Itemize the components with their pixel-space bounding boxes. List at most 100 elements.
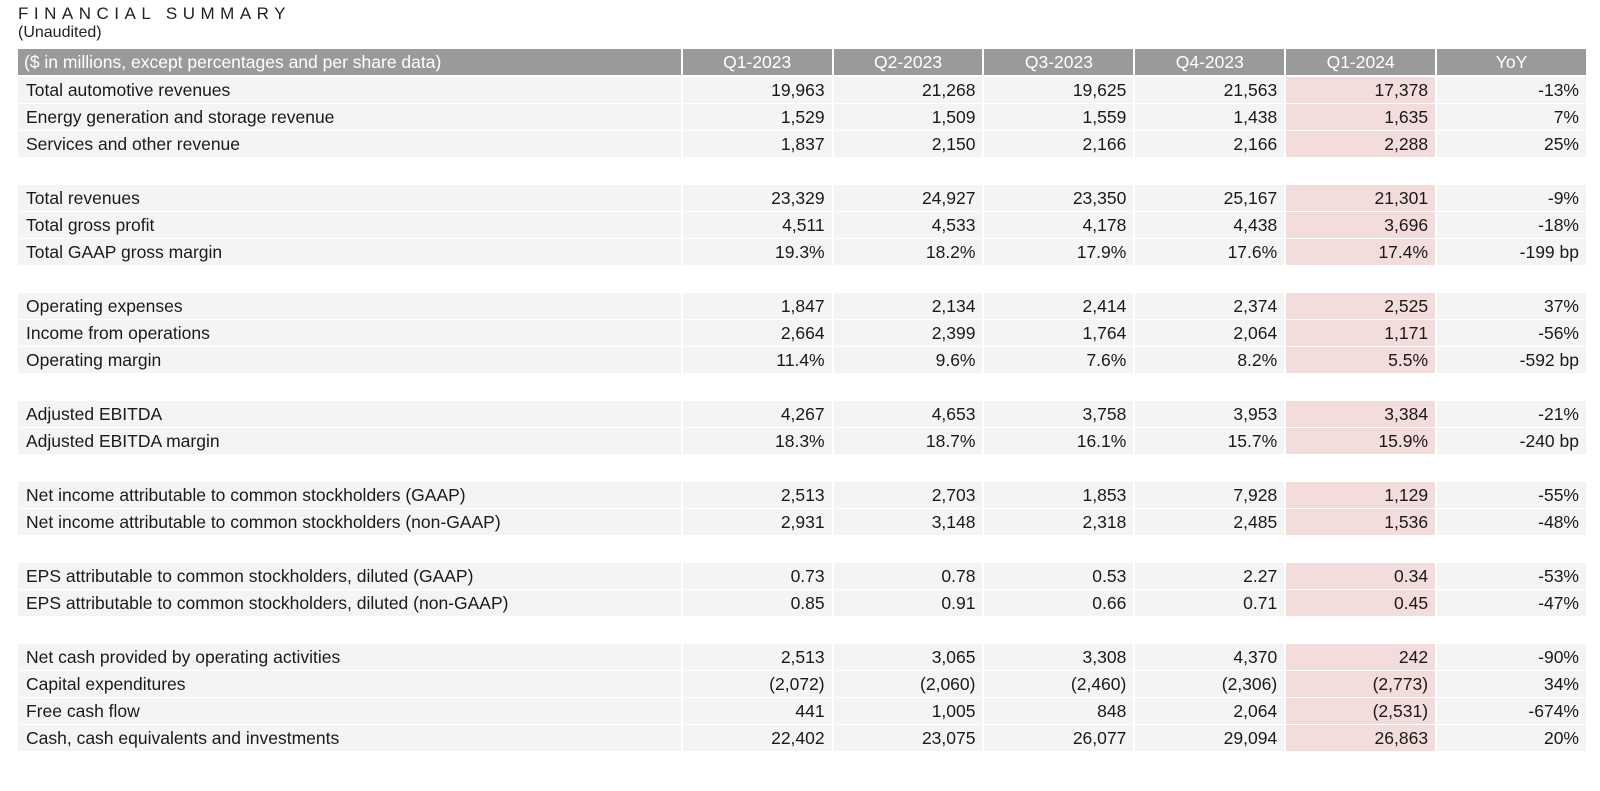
value-cell: 34% <box>1437 671 1586 698</box>
highlighted-value-cell: 0.45 <box>1286 590 1436 617</box>
value-cell: 2,318 <box>984 509 1134 536</box>
table-row: Total revenues 23,329 24,927 23,350 25,167 21… <box>18 185 1586 212</box>
value-cell: 2,374 <box>1135 293 1285 320</box>
table-row: Energy generation and storage revenue 1,5… <box>18 104 1586 131</box>
value-cell: -56% <box>1437 320 1586 347</box>
table-row: EPS attributable to common stockholders,… <box>18 563 1586 590</box>
row-label: EPS attributable to common stockholders,… <box>18 590 681 617</box>
table-row: Total gross profit 4,511 4,533 4,178 4,438 3,… <box>18 212 1586 239</box>
value-cell: 16.1% <box>984 428 1134 455</box>
table-row: Income from operations 2,664 2,399 1,764 2,0… <box>18 320 1586 347</box>
value-cell: -21% <box>1437 401 1586 428</box>
table-row: Total automotive revenues 19,963 21,268 19,… <box>18 77 1586 104</box>
page-subtitle: (Unaudited) <box>18 24 102 41</box>
value-cell: 4,178 <box>984 212 1134 239</box>
value-cell: 0.66 <box>984 590 1134 617</box>
table-row: Services and other revenue 1,837 2,150 2,16… <box>18 131 1586 158</box>
column-header: Q3-2023 <box>984 49 1134 77</box>
highlighted-value-cell: 17,378 <box>1286 77 1436 104</box>
table-row: Operating expenses 1,847 2,134 2,414 2,374 2,… <box>18 293 1586 320</box>
value-cell: 0.53 <box>984 563 1134 590</box>
highlighted-value-cell: 242 <box>1286 644 1436 671</box>
table-row: Adjusted EBITDA margin 18.3% 18.7% 16.1% 15.… <box>18 428 1586 455</box>
table-row: Operating margin 11.4% 9.6% 7.6% 8.2% 5.5% -59… <box>18 347 1586 374</box>
value-cell: 2,703 <box>833 482 983 509</box>
value-cell: 2.27 <box>1135 563 1285 590</box>
value-cell: 22,402 <box>682 725 832 752</box>
value-cell: 1,764 <box>984 320 1134 347</box>
value-cell: 19,625 <box>984 77 1134 104</box>
spacer-cell <box>18 158 1586 185</box>
spacer-cell <box>18 536 1586 563</box>
value-cell: 26,077 <box>984 725 1134 752</box>
table-row: Net income attributable to common stockh… <box>18 509 1586 536</box>
group-spacer <box>18 266 1586 293</box>
highlighted-value-cell: (2,531) <box>1286 698 1436 725</box>
value-cell: 2,166 <box>984 131 1134 158</box>
value-cell: 37% <box>1437 293 1586 320</box>
column-header: Q1-2024 <box>1286 49 1436 77</box>
value-cell: 3,308 <box>984 644 1134 671</box>
value-cell: 2,414 <box>984 293 1134 320</box>
table-row: Cash, cash equivalents and investments 22… <box>18 725 1586 752</box>
value-cell: 2,134 <box>833 293 983 320</box>
value-cell: -55% <box>1437 482 1586 509</box>
value-cell: 20% <box>1437 725 1586 752</box>
highlighted-value-cell: 1,536 <box>1286 509 1436 536</box>
value-cell: 29,094 <box>1135 725 1285 752</box>
highlighted-value-cell: 3,696 <box>1286 212 1436 239</box>
table-header-row: ($ in millions, except percentages and p… <box>18 49 1586 77</box>
value-cell: (2,072) <box>682 671 832 698</box>
row-label: Net income attributable to common stockh… <box>18 509 681 536</box>
highlighted-value-cell: 2,288 <box>1286 131 1436 158</box>
value-cell: 2,664 <box>682 320 832 347</box>
highlighted-value-cell: 2,525 <box>1286 293 1436 320</box>
value-cell: 1,509 <box>833 104 983 131</box>
column-header: Q1-2023 <box>682 49 832 77</box>
value-cell: 18.3% <box>682 428 832 455</box>
value-cell: 0.71 <box>1135 590 1285 617</box>
financial-summary-table: ($ in millions, except percentages and p… <box>16 49 1588 752</box>
value-cell: 2,931 <box>682 509 832 536</box>
value-cell: 1,847 <box>682 293 832 320</box>
value-cell: 2,513 <box>682 644 832 671</box>
table-row: EPS attributable to common stockholders,… <box>18 590 1586 617</box>
row-label: Operating margin <box>18 347 681 374</box>
value-cell: 3,758 <box>984 401 1134 428</box>
column-header: YoY <box>1437 49 1586 77</box>
table-row: Total GAAP gross margin 19.3% 18.2% 17.9% 17… <box>18 239 1586 266</box>
value-cell: 441 <box>682 698 832 725</box>
value-cell: 4,267 <box>682 401 832 428</box>
page-title: FINANCIAL SUMMARY <box>18 4 291 23</box>
row-label: Total gross profit <box>18 212 681 239</box>
value-cell: -13% <box>1437 77 1586 104</box>
row-label: EPS attributable to common stockholders,… <box>18 563 681 590</box>
value-cell: 25% <box>1437 131 1586 158</box>
column-header: Q2-2023 <box>833 49 983 77</box>
row-label: Cash, cash equivalents and investments <box>18 725 681 752</box>
column-header: Q4-2023 <box>1135 49 1285 77</box>
value-cell: -47% <box>1437 590 1586 617</box>
value-cell: -90% <box>1437 644 1586 671</box>
value-cell: 15.7% <box>1135 428 1285 455</box>
value-cell: 19,963 <box>682 77 832 104</box>
table-row: Free cash flow 441 1,005 848 2,064 (2,531) -67… <box>18 698 1586 725</box>
value-cell: 17.9% <box>984 239 1134 266</box>
value-cell: 1,005 <box>833 698 983 725</box>
value-cell: (2,306) <box>1135 671 1285 698</box>
value-cell: 2,064 <box>1135 320 1285 347</box>
value-cell: 0.91 <box>833 590 983 617</box>
value-cell: 4,438 <box>1135 212 1285 239</box>
value-cell: 1,529 <box>682 104 832 131</box>
row-label: Income from operations <box>18 320 681 347</box>
value-cell: 23,329 <box>682 185 832 212</box>
highlighted-value-cell: 1,171 <box>1286 320 1436 347</box>
value-cell: 4,511 <box>682 212 832 239</box>
value-cell: 3,148 <box>833 509 983 536</box>
table-row: Capital expenditures (2,072) (2,060) (2,460… <box>18 671 1586 698</box>
group-spacer <box>18 617 1586 644</box>
value-cell: 18.2% <box>833 239 983 266</box>
table-row: Adjusted EBITDA 4,267 4,653 3,758 3,953 3,384… <box>18 401 1586 428</box>
highlighted-value-cell: 1,129 <box>1286 482 1436 509</box>
value-cell: 7.6% <box>984 347 1134 374</box>
